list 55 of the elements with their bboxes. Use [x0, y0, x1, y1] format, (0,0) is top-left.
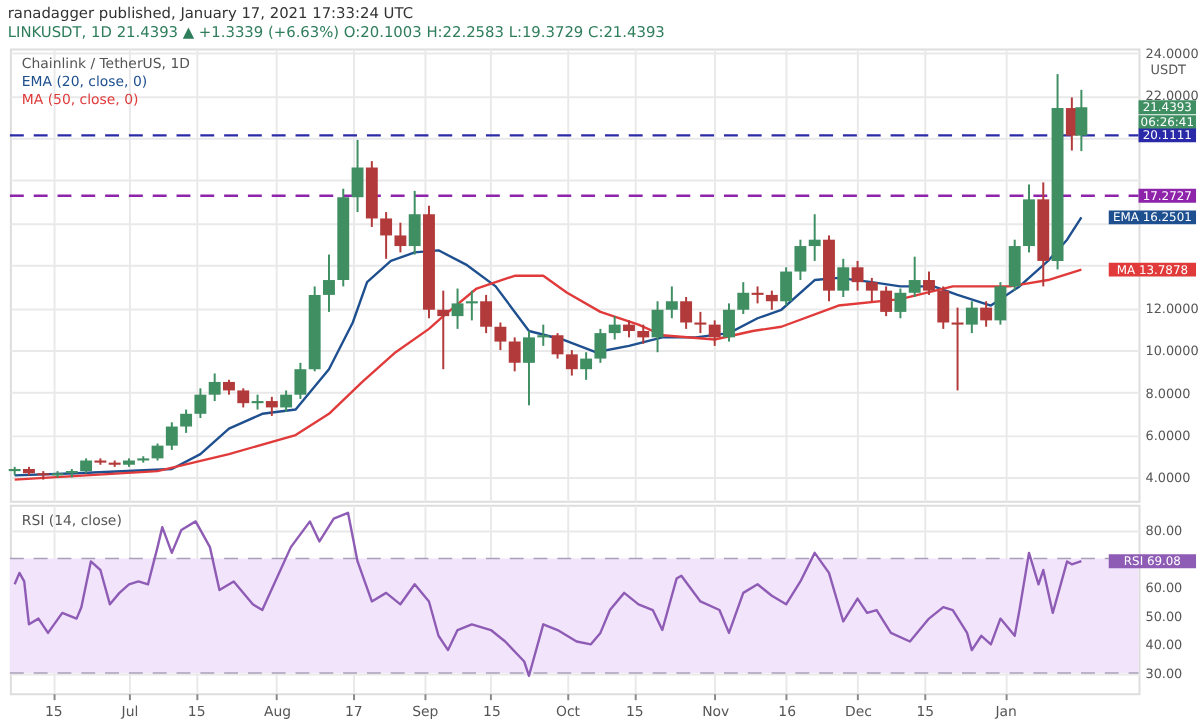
candlestick — [165, 421, 178, 451]
line-series — [13, 216, 1083, 477]
candlestick — [965, 300, 978, 335]
candlestick — [451, 287, 464, 330]
candlestick — [808, 213, 821, 262]
candlestick — [237, 387, 250, 409]
candlestick — [465, 289, 478, 322]
candlestick — [565, 349, 578, 377]
candlestick — [651, 300, 664, 354]
candlestick — [865, 276, 878, 303]
candlestick — [580, 351, 593, 381]
candlestick — [437, 289, 450, 371]
candlestick — [708, 319, 721, 347]
candlestick — [323, 253, 335, 313]
candlestick — [665, 285, 678, 320]
candlestick — [737, 281, 750, 315]
candlestick — [294, 361, 307, 400]
candlestick — [894, 287, 907, 320]
candlestick — [265, 395, 278, 417]
candlestick — [194, 387, 207, 420]
candlestick — [980, 300, 993, 328]
candlestick — [180, 408, 193, 434]
candlestick — [508, 336, 521, 373]
candlestick — [494, 321, 507, 352]
candlestick — [780, 266, 793, 307]
candlestick — [851, 259, 864, 292]
candlestick — [923, 270, 935, 296]
candlestick — [351, 138, 364, 214]
candlestick — [637, 323, 650, 345]
candlestick — [551, 332, 564, 360]
candlestick — [1008, 238, 1021, 292]
candlestick — [208, 372, 221, 403]
candlestick — [280, 389, 293, 413]
candlestick — [1075, 88, 1088, 153]
candlestick — [723, 302, 735, 343]
candlestick — [880, 285, 893, 318]
candlestick — [908, 255, 921, 299]
candlestick — [1023, 183, 1035, 254]
candlestick — [837, 257, 850, 299]
candlestick — [680, 296, 693, 330]
candlestick — [994, 281, 1007, 326]
candlestick — [937, 285, 950, 330]
candlestick — [380, 211, 393, 260]
candlestick — [794, 238, 807, 282]
candlestick — [765, 289, 778, 311]
candlestick — [694, 310, 707, 335]
candlestick — [594, 327, 607, 364]
candlestick — [951, 306, 964, 392]
candlestick — [523, 330, 535, 407]
candlestick — [394, 221, 407, 254]
candlestick — [608, 315, 621, 341]
line-series — [13, 511, 1083, 677]
candlestick — [408, 189, 421, 256]
candlestick — [480, 293, 493, 335]
candlestick — [537, 323, 550, 347]
